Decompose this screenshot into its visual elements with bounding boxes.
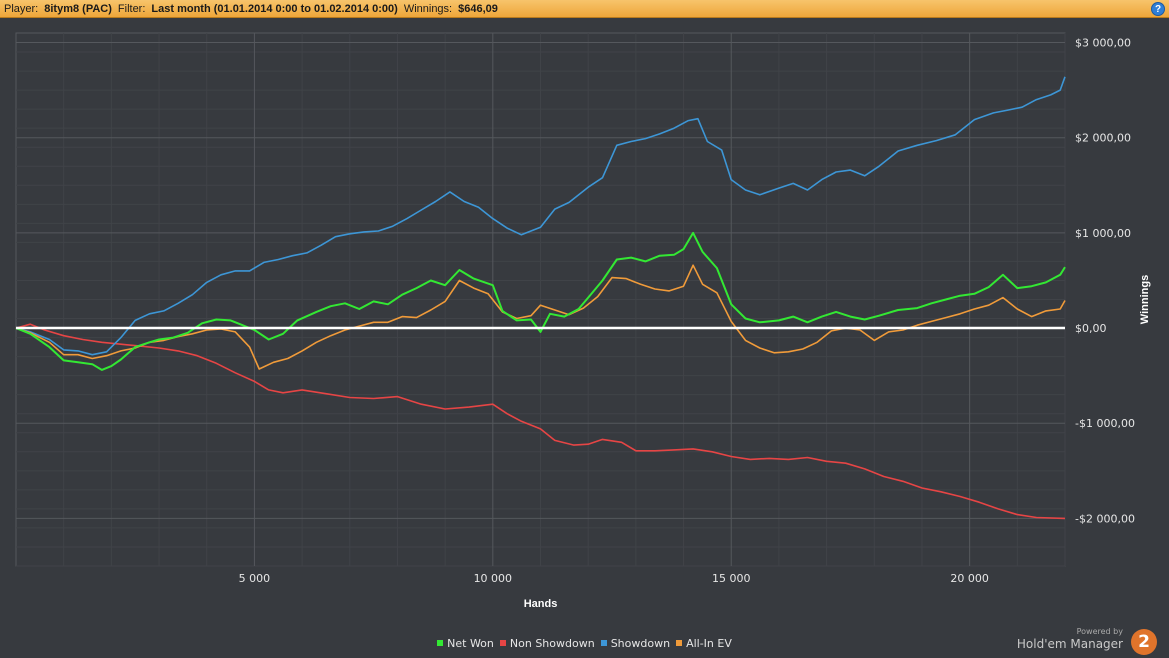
y-tick-label: $2 000,00 [1075, 132, 1131, 145]
chart-legend: Net Won Non Showdown Showdown All-In EV [0, 637, 1169, 650]
player-value: 8itym8 (PAC) [44, 3, 112, 15]
x-tick-label: 10 000 [474, 572, 513, 585]
legend-label: Non Showdown [509, 637, 595, 650]
y-axis-label: Winnings [1139, 275, 1151, 324]
player-label: Player: [4, 3, 39, 15]
legend-label: All-In EV [686, 637, 732, 650]
y-tick-label: $3 000,00 [1075, 37, 1131, 50]
series-line-showdown [15, 76, 1066, 356]
legend-item: Net Won [437, 637, 494, 650]
series-line-net-won [15, 231, 1066, 371]
legend-item: All-In EV [676, 637, 732, 650]
legend-swatch [600, 640, 607, 646]
winnings-label: Winnings: [403, 3, 453, 15]
legend-item: Showdown [600, 637, 671, 650]
brand-block: Powered by Hold'em Manager 2 [1016, 627, 1157, 655]
hem2-logo-icon: 2 [1131, 629, 1157, 655]
y-tick-label: -$1 000,00 [1075, 417, 1135, 430]
legend-swatch [437, 640, 444, 646]
x-tick-label: 15 000 [712, 572, 751, 585]
winnings-value: $646,09 [458, 3, 498, 15]
legend-item: Non Showdown [499, 637, 595, 650]
filter-label: Filter: [117, 3, 146, 15]
x-tick-label: 5 000 [239, 572, 271, 585]
x-axis-label: Hands [524, 598, 558, 610]
y-tick-label: $0,00 [1075, 322, 1107, 335]
legend-swatch [499, 640, 506, 646]
powered-by-label: Powered by [1076, 627, 1123, 636]
x-tick-label: 20 000 [950, 572, 989, 585]
filter-value: Last month (01.01.2014 0:00 to 01.02.201… [151, 3, 398, 15]
y-tick-label: $1 000,00 [1075, 227, 1131, 240]
legend-swatch [676, 640, 683, 646]
help-icon[interactable]: ? [1151, 2, 1165, 16]
report-header-bar: Player: 8itym8 (PAC) Filter: Last month (01… [0, 0, 1169, 18]
brand-name: Hold'em Manager [1016, 637, 1123, 651]
y-tick-label: -$2 000,00 [1075, 512, 1135, 525]
legend-label: Showdown [610, 637, 671, 650]
series-line-non-showdown [15, 323, 1066, 520]
series-line-all-in-ev [15, 264, 1066, 370]
legend-label: Net Won [447, 637, 494, 650]
